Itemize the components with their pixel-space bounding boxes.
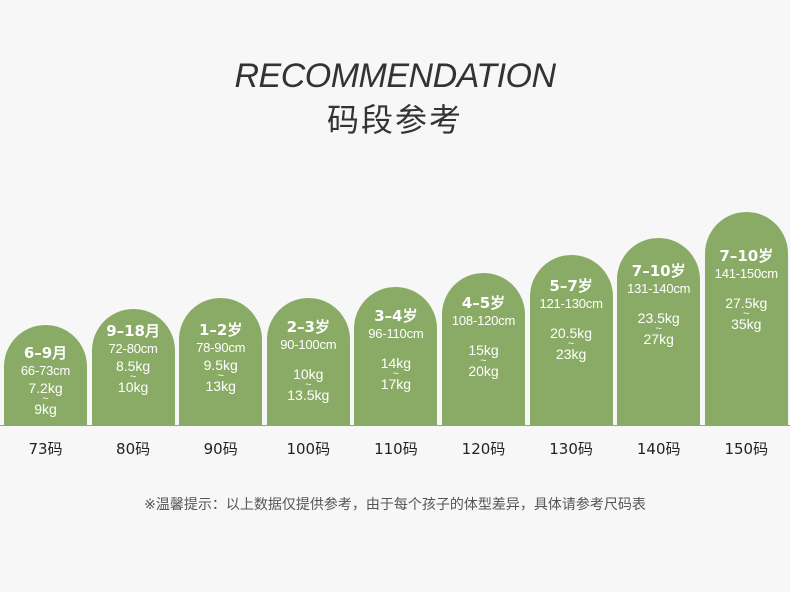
weight-min: 10kg <box>293 366 324 382</box>
size-bar: 5–7岁 121-130cm 20.5kg ~23kg <box>529 255 613 425</box>
size-label: 150码 <box>724 440 769 458</box>
weight-min: 9.5kg <box>203 357 238 373</box>
title-chinese: 码段参考 <box>326 101 463 139</box>
chart-baseline <box>0 425 790 426</box>
weight-max: 9kg <box>34 401 57 417</box>
weight-min: 8.5kg <box>115 358 151 374</box>
size-label: 110码 <box>374 440 418 458</box>
weight-min: 7.2kg <box>28 380 63 396</box>
weight-max: 23kg <box>555 346 587 362</box>
age-range: 4–5岁 <box>461 294 506 312</box>
range-tilde: ~ <box>129 371 137 383</box>
weight-max: 35kg <box>731 316 762 332</box>
size-bar: 6–9月 66-73cm 7.2kg ~9kg <box>4 325 87 425</box>
weight-max: 10kg <box>117 379 149 395</box>
weight-min: 27.5kg <box>725 295 768 311</box>
size-bar: 7–10岁 141-150cm 27.5kg ~35kg <box>704 212 788 425</box>
age-range: 5–7岁 <box>549 277 593 295</box>
height-range: 72-80cm <box>108 341 158 356</box>
size-bar: 7–10岁 131-140cm 23.5kg ~27kg <box>617 238 701 425</box>
weight-max: 13.5kg <box>287 387 330 403</box>
weight-max: 13kg <box>205 378 236 394</box>
height-range: 78-90cm <box>196 340 246 355</box>
size-label: 100码 <box>286 440 331 458</box>
size-label: 80码 <box>116 440 151 458</box>
height-range: 66-73cm <box>20 363 71 378</box>
title-english: RECOMMENDATION <box>234 57 556 95</box>
footer-note: ※温馨提示：以上数据仅提供参考，由于每个孩子的体型差异，具体请参考尺码表 <box>144 497 646 513</box>
size-bar: 3–4岁 96-110cm 14kg ~17kg <box>354 287 438 425</box>
height-range: 131-140cm <box>627 281 691 296</box>
weight-min: 14kg <box>380 355 412 371</box>
weight-min: 20.5kg <box>550 325 593 341</box>
size-chart: 6–9月 66-73cm 7.2kg ~9kg 9–18月 72-80cm 8.5kg ~10… <box>4 212 788 425</box>
height-range: 108-120cm <box>451 313 516 328</box>
range-tilde: ~ <box>392 368 400 380</box>
age-range: 7–10岁 <box>719 247 774 265</box>
height-range: 90-100cm <box>280 337 337 352</box>
height-range: 141-150cm <box>714 266 778 281</box>
range-tilde: ~ <box>42 393 49 405</box>
age-range: 6–9月 <box>23 344 68 362</box>
range-tilde: ~ <box>743 308 750 320</box>
range-tilde: ~ <box>655 323 662 335</box>
weight-max: 20kg <box>468 363 499 379</box>
size-bar: 2–3岁 90-100cm 10kg ~13.5kg <box>266 298 350 425</box>
size-label: 120码 <box>461 440 506 458</box>
height-range: 96-110cm <box>368 326 424 341</box>
size-bar: 4–5岁 108-120cm 15kg ~20kg <box>442 273 525 425</box>
weight-min: 15kg <box>468 342 499 358</box>
size-bar: 1–2岁 78-90cm 9.5kg ~13kg <box>179 298 263 425</box>
age-range: 1–2岁 <box>199 321 243 339</box>
size-bar: 9–18月 72-80cm 8.5kg ~10kg <box>91 309 175 425</box>
range-tilde: ~ <box>480 355 487 367</box>
age-range: 2–3岁 <box>286 318 330 336</box>
weight-max: 27kg <box>643 331 674 347</box>
height-range: 121-130cm <box>539 296 603 311</box>
age-range: 7–10岁 <box>631 262 686 280</box>
size-label: 140码 <box>636 440 681 458</box>
range-tilde: ~ <box>305 379 312 391</box>
age-range: 9–18月 <box>106 322 160 340</box>
size-label: 130码 <box>549 440 593 458</box>
size-label: 73码 <box>28 440 63 458</box>
range-tilde: ~ <box>217 370 224 382</box>
age-range: 3–4岁 <box>374 307 418 325</box>
weight-min: 23.5kg <box>637 310 680 326</box>
range-tilde: ~ <box>567 338 575 350</box>
size-label: 90码 <box>203 440 238 458</box>
weight-max: 17kg <box>380 376 412 392</box>
